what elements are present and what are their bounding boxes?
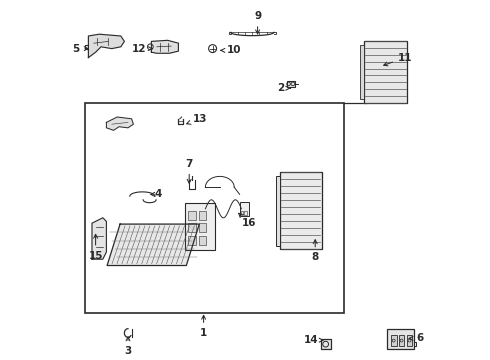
Text: 12: 12 xyxy=(131,44,152,54)
Bar xyxy=(188,211,196,220)
Text: 14: 14 xyxy=(304,335,323,345)
Polygon shape xyxy=(92,218,106,259)
Bar xyxy=(185,203,215,250)
Bar xyxy=(85,103,344,313)
Bar xyxy=(360,45,364,99)
Text: 16: 16 xyxy=(239,213,256,228)
Text: 9: 9 xyxy=(254,11,261,34)
Text: 15: 15 xyxy=(88,234,103,261)
Text: 5: 5 xyxy=(72,44,88,54)
Bar xyxy=(199,236,206,245)
Bar xyxy=(364,41,407,103)
Text: 7: 7 xyxy=(186,159,193,183)
Bar xyxy=(199,211,206,220)
Bar xyxy=(188,236,196,245)
Text: 3: 3 xyxy=(124,337,132,356)
Text: 11: 11 xyxy=(384,53,413,66)
Bar xyxy=(276,175,280,246)
Bar xyxy=(407,335,413,346)
Polygon shape xyxy=(107,224,199,266)
Bar xyxy=(199,223,206,232)
Text: 8: 8 xyxy=(312,240,319,262)
Bar xyxy=(399,335,404,346)
Bar xyxy=(391,335,396,346)
Polygon shape xyxy=(364,41,407,103)
Bar xyxy=(245,211,247,215)
Text: 4: 4 xyxy=(151,189,162,199)
Text: 2: 2 xyxy=(277,83,290,93)
Bar xyxy=(188,223,196,232)
Bar xyxy=(320,339,331,349)
Bar xyxy=(280,172,321,249)
Polygon shape xyxy=(151,40,178,53)
Text: 6: 6 xyxy=(409,333,423,343)
Text: 10: 10 xyxy=(221,45,242,55)
Polygon shape xyxy=(106,117,133,130)
Polygon shape xyxy=(88,34,124,58)
Text: 1: 1 xyxy=(200,315,207,338)
Bar xyxy=(241,211,243,215)
Bar xyxy=(288,81,295,87)
Bar xyxy=(387,329,414,349)
Bar xyxy=(240,202,248,216)
Polygon shape xyxy=(280,172,321,249)
Text: 13: 13 xyxy=(187,114,207,124)
